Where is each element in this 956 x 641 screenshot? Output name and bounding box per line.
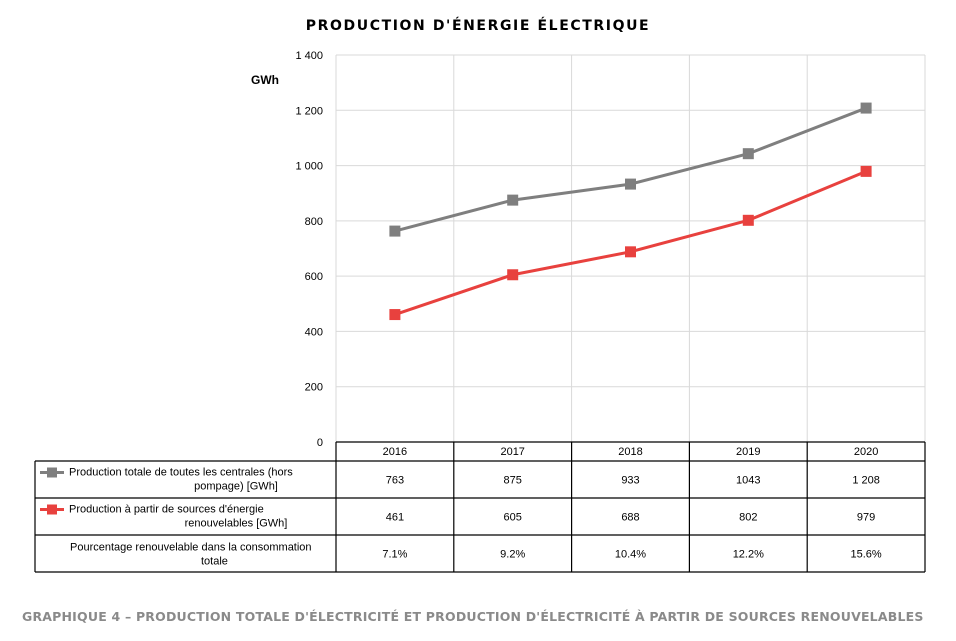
table-cell-percentage: 12.2% <box>733 549 764 561</box>
data-point-marker <box>860 165 872 177</box>
table-cell-value: 979 <box>857 512 875 524</box>
y-tick-label: 1 400 <box>295 50 323 62</box>
series-line-1 <box>394 106 867 233</box>
series-line-2 <box>394 169 867 316</box>
y-tick-label: 800 <box>305 216 323 228</box>
y-tick-label: 600 <box>305 271 323 283</box>
x-category-label: 2020 <box>854 446 878 458</box>
data-point-marker <box>742 148 754 160</box>
data-point-marker <box>507 194 519 206</box>
data-point-marker <box>389 225 401 237</box>
x-category-label: 2019 <box>736 446 760 458</box>
table-cell-percentage: 9.2% <box>500 549 525 561</box>
data-point-marker <box>625 246 636 258</box>
table-cell-value: 763 <box>386 475 404 487</box>
table-cell-value: 802 <box>739 512 757 524</box>
x-category-label: 2016 <box>383 446 407 458</box>
legend-series-1-marker <box>47 467 57 478</box>
y-tick-label: 400 <box>305 326 323 338</box>
y-tick-label: 1 200 <box>295 105 323 117</box>
figure-caption: GRAPHIQUE 4 – PRODUCTION TOTALE D'ÉLECTR… <box>22 609 924 624</box>
data-point-marker <box>389 309 401 321</box>
table-row-header: Pourcentage renouvelable dans la consomm… <box>70 542 312 554</box>
legend-series-2-marker <box>47 504 57 515</box>
table-cell-value: 461 <box>386 512 404 524</box>
table-cell-value: 605 <box>504 512 522 524</box>
table-cell-percentage: 15.6% <box>850 549 881 561</box>
data-point-marker <box>860 102 872 114</box>
y-tick-label: 1 000 <box>295 161 323 173</box>
table-cell-percentage: 7.1% <box>382 549 407 561</box>
table-cell-value: 1043 <box>736 475 760 487</box>
table-row-header: renouvelables [GWh] <box>185 518 288 530</box>
x-category-label: 2017 <box>500 446 524 458</box>
table-cell-value: 875 <box>504 475 522 487</box>
table-row-header: Production totale de toutes les centrale… <box>69 467 293 479</box>
table-cell-value: 1 208 <box>852 475 880 487</box>
data-point-marker <box>742 214 754 226</box>
chart-title: PRODUCTION D'ÉNERGIE ÉLECTRIQUE <box>305 18 651 34</box>
y-axis-label: GWh <box>251 73 279 87</box>
table-cell-percentage: 10.4% <box>615 549 646 561</box>
table-row-header: totale <box>201 556 228 568</box>
data-point-marker <box>507 269 519 281</box>
table-row-header: Production à partir de sources d'énergie <box>69 504 264 516</box>
table-cell-value: 688 <box>621 512 639 524</box>
table-cell-value: 933 <box>621 475 639 487</box>
y-tick-label: 0 <box>317 437 323 449</box>
x-category-label: 2018 <box>618 446 642 458</box>
y-tick-label: 200 <box>305 382 323 394</box>
table-row-header: pompage) [GWh] <box>194 481 278 493</box>
data-point-marker <box>625 178 636 190</box>
